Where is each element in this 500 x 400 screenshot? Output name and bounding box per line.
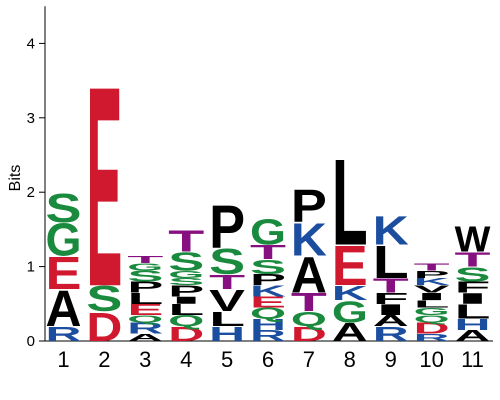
logo-letter-t: T [373, 275, 409, 298]
logo-letter-i: I [168, 295, 204, 306]
y-tick-label: 1 [27, 259, 35, 276]
logo-letter-h: H [250, 316, 286, 333]
logo-letter-r: R [250, 327, 286, 344]
x-tick-label: 5 [221, 347, 233, 372]
logo-letter-f: F [373, 290, 409, 307]
logo-letter-e: E [332, 234, 368, 297]
logo-letter-l: L [455, 301, 491, 324]
logo-letter-t: T [127, 254, 163, 265]
logo-letter-q: Q [168, 313, 204, 330]
logo-letter-k: K [250, 283, 287, 300]
logo-letter-g: G [168, 269, 204, 280]
logo-letter-l: L [209, 308, 245, 331]
logo-letter-w: W [455, 220, 491, 260]
logo-letter-s: S [86, 279, 122, 319]
logo-letter-a: A [332, 318, 368, 346]
logo-letter-r: R [414, 332, 450, 344]
logo-letter-q: Q [127, 314, 163, 325]
logo-letter-a: A [373, 312, 409, 329]
logo-letter-k: K [291, 215, 327, 266]
logo-letter-l: L [168, 301, 204, 318]
x-tick-label: 1 [57, 347, 69, 372]
logo-letter-a: A [45, 280, 81, 338]
logo-letter-a: A [291, 246, 327, 304]
logo-letter-l: L [373, 237, 409, 288]
logo-letter-l: L [414, 298, 450, 309]
y-tick-label: 0 [27, 333, 35, 350]
logo-letter-h: H [455, 316, 491, 333]
logo-letter-g: G [250, 212, 286, 252]
y-axis-label: Bits [7, 165, 24, 192]
logo-letter-a: A [455, 327, 491, 344]
logo-letter-i: I [373, 301, 409, 318]
logo-letter-h: H [209, 323, 245, 346]
logo-letter-v: V [414, 284, 450, 295]
logo-letter-t: T [168, 224, 204, 259]
logo-letter-q: Q [414, 314, 450, 325]
x-tick-label: 8 [344, 347, 356, 372]
logo-letter-l: L [332, 135, 368, 271]
logo-letter-r: R [46, 323, 82, 346]
logo-letter-s: S [168, 247, 204, 275]
logo-letter-p: P [127, 279, 163, 296]
y-tick-label: 4 [27, 35, 35, 52]
x-tick-label: 10 [419, 347, 443, 372]
logo-letter-k: K [332, 282, 369, 305]
logo-letter-i: I [455, 290, 491, 307]
x-tick-label: 4 [180, 347, 192, 372]
logo-letter-s: S [250, 256, 286, 279]
logo-letter-a: A [127, 332, 163, 344]
logo-letter-e: E [250, 294, 286, 311]
logo-letter-t: T [209, 271, 245, 294]
logo-letter-s: S [454, 263, 490, 286]
logo-letter-g: G [332, 295, 368, 329]
logo-letter-g: G [46, 214, 82, 266]
logo-letter-t: T [291, 288, 327, 317]
logo-letter-d: D [86, 304, 122, 350]
logo-letter-v: V [209, 284, 245, 318]
x-tick-label: 6 [262, 347, 274, 372]
logo-letter-g: G [127, 261, 163, 272]
logo-letter-p: P [291, 181, 327, 232]
logo-letter-k: K [373, 208, 409, 254]
logo-letter-g: G [414, 306, 450, 317]
x-tick-label: 7 [303, 347, 315, 372]
logo-letter-d: D [168, 323, 204, 346]
x-tick-label: 2 [98, 347, 110, 372]
logo-letter-s: S [127, 268, 163, 285]
logo-letter-e: E [86, 27, 122, 347]
logo-letter-f: F [455, 279, 491, 296]
logo-letter-r: R [127, 320, 163, 337]
logo-letter-t: T [250, 241, 286, 264]
logo-letter-s: S [209, 242, 245, 282]
logo-letter-p: P [209, 194, 245, 262]
logo-letter-e: E [46, 248, 82, 299]
logo-letter-k: K [414, 276, 450, 288]
logo-letter-d: D [291, 323, 327, 346]
logo-letter-s: S [168, 276, 204, 287]
logo-letter-p: P [414, 269, 450, 280]
x-tick-label: 11 [461, 347, 484, 372]
logo-letter-t: T [414, 261, 450, 272]
y-tick-label: 3 [27, 110, 35, 127]
chart-axes: 0 1 2 3 4 1 2 3 4 5 6 7 8 9 10 11 [27, 6, 493, 372]
y-tick-label: 2 [27, 184, 35, 201]
logo-letter-q: Q [291, 308, 327, 331]
logo-letter-e: E [127, 301, 163, 318]
logo-letter-s: S [45, 186, 81, 231]
logo-letter-p: P [250, 272, 286, 289]
logo-letter-l: L [127, 290, 163, 307]
logo-letter-t: T [455, 249, 491, 272]
logo-letter-i: I [414, 291, 450, 302]
x-tick-label: 3 [139, 347, 151, 372]
x-tick-label: 9 [385, 347, 397, 372]
logo-letter-q: Q [250, 305, 286, 322]
logo-letter-p: P [168, 283, 204, 300]
logo-letter-d: D [414, 320, 450, 337]
logo-letter-r: R [373, 323, 409, 346]
